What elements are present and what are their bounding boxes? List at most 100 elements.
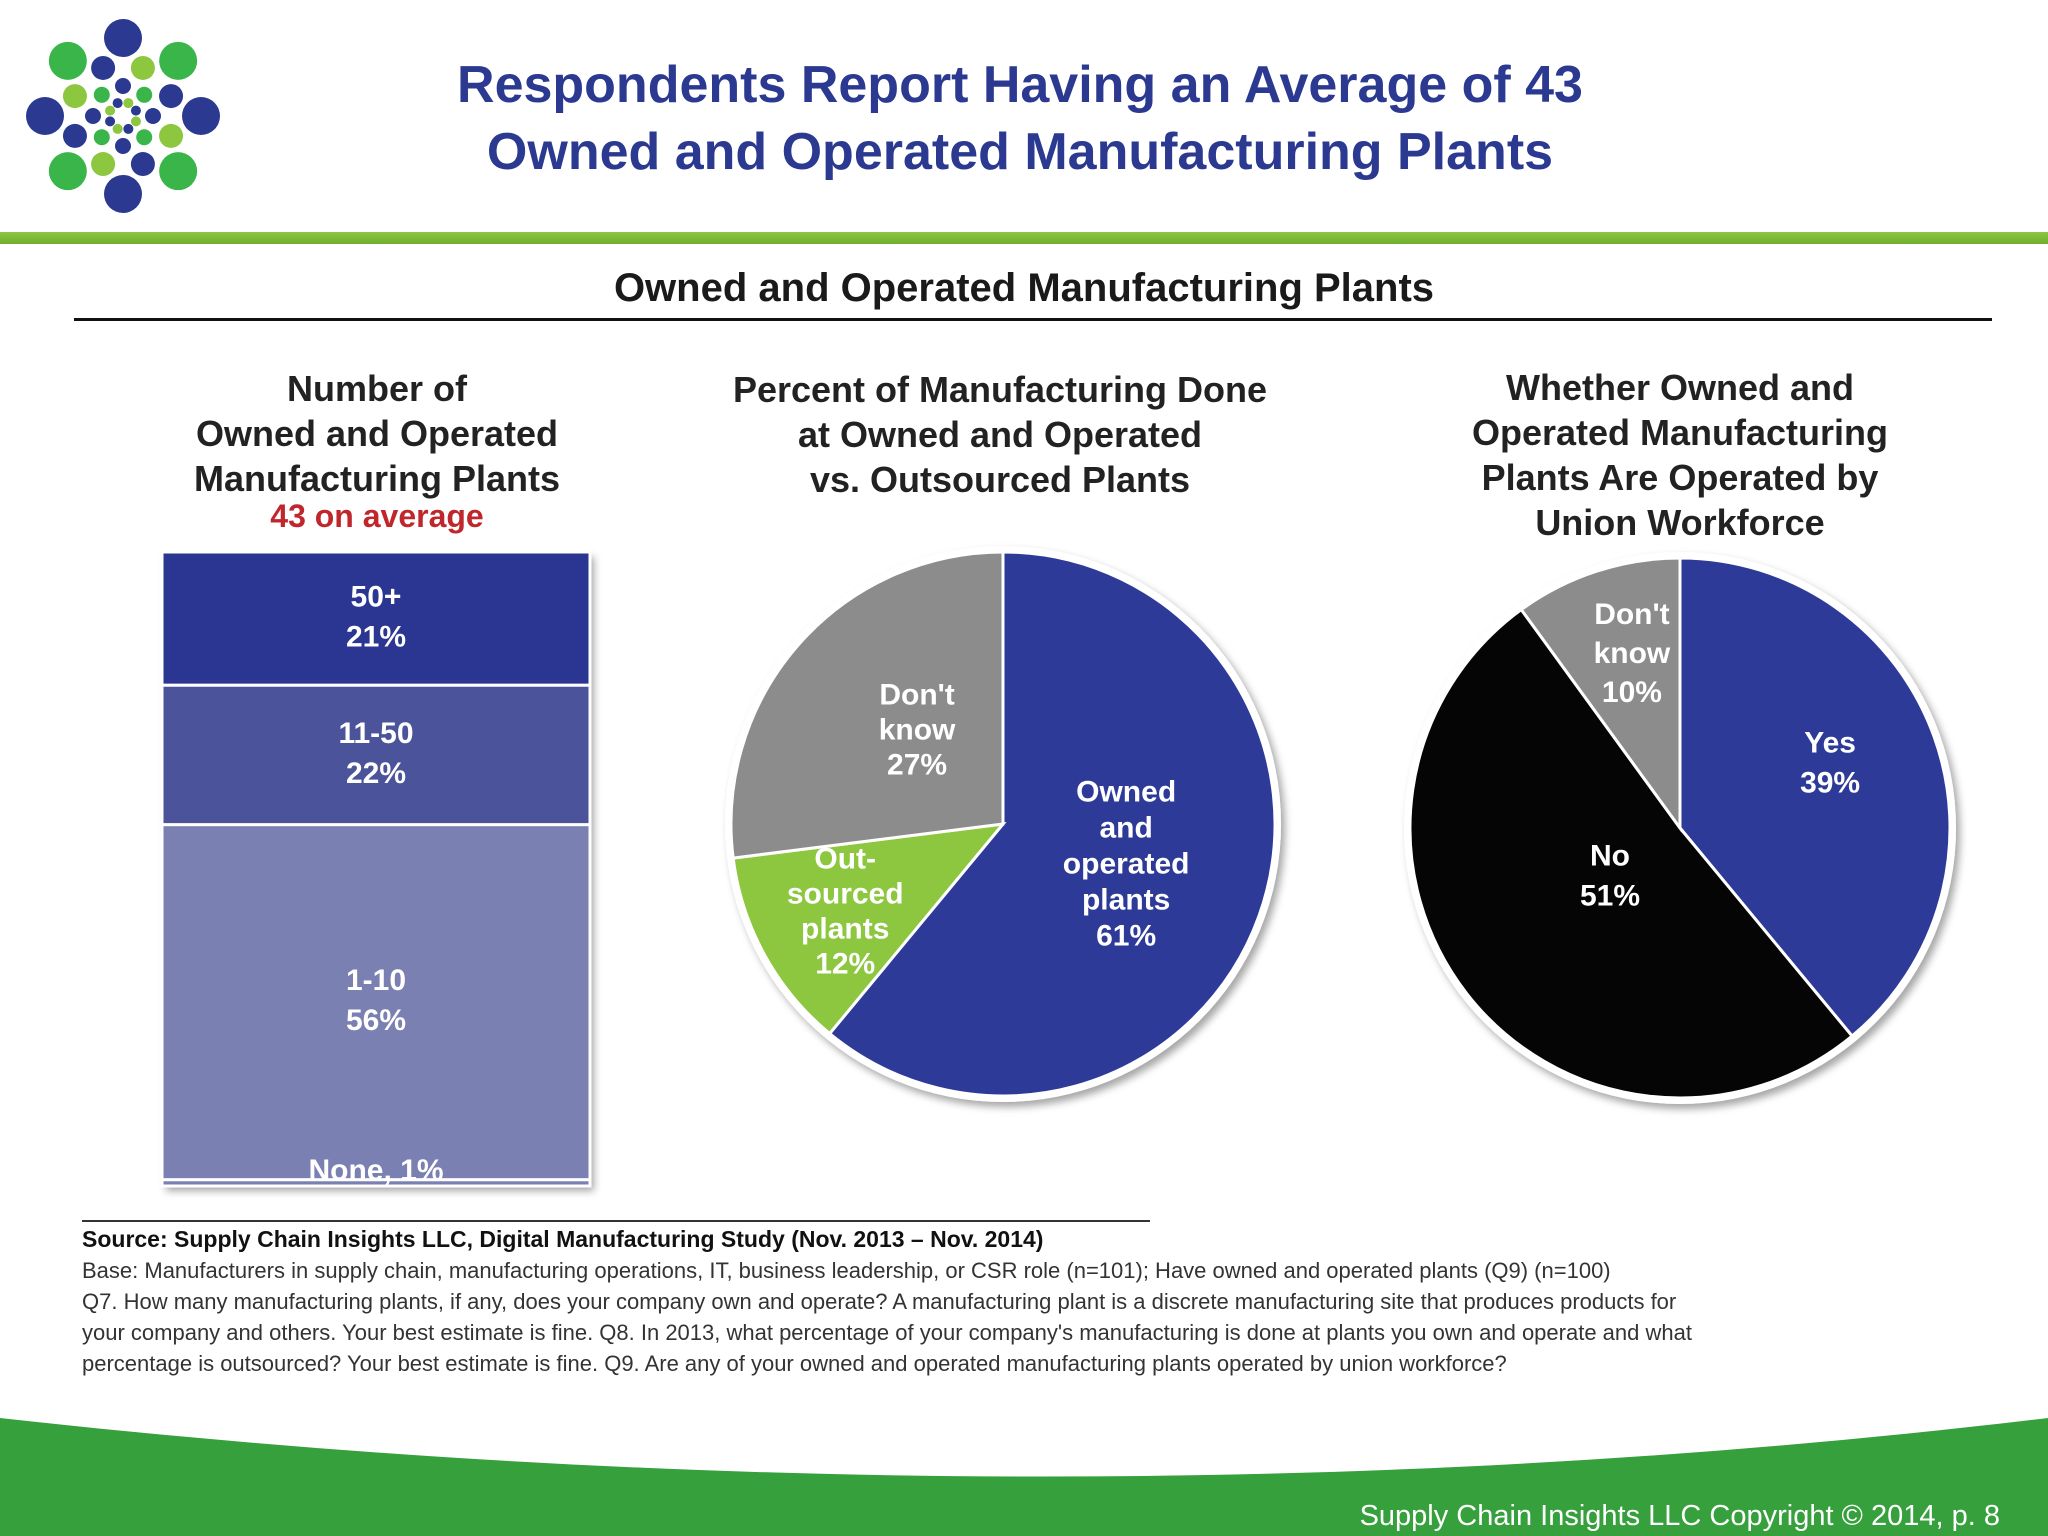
stacked-bar-chart: 1-10 56% 11-50 22% 50+ 21% None, 1% xyxy=(160,550,592,1188)
stacked-bar-title-line: Manufacturing Plants xyxy=(193,458,561,499)
logo-dot xyxy=(48,152,87,191)
logo-dot xyxy=(85,108,101,124)
source-line: Source: Supply Chain Insights LLC, Digit… xyxy=(82,1226,1044,1252)
pie-slice-label: Owned xyxy=(1076,775,1176,808)
source-divider xyxy=(82,1220,1150,1222)
outsourcing-pie-title-line: at Owned and Operated xyxy=(797,414,1203,455)
logo-dot xyxy=(104,19,142,57)
union-pie-title-line: Union Workforce xyxy=(1535,502,1825,543)
pie-slice-label: Out- xyxy=(814,843,876,876)
stacked-bar-title-line: Owned and Operated xyxy=(195,413,559,454)
logo-dot xyxy=(123,98,134,109)
pie-slice-label: sourced xyxy=(787,878,904,911)
logo-dot xyxy=(182,97,220,135)
outsourcing-pie-title: Percent of Manufacturing Done at Owned a… xyxy=(680,367,1320,502)
pie-slice-label: 12% xyxy=(815,948,875,981)
logo-dot xyxy=(130,105,141,116)
bar-segment-50+ xyxy=(160,550,592,687)
footer-band xyxy=(0,1418,2048,1536)
logo-dot xyxy=(26,97,64,135)
pie-slice xyxy=(827,550,1277,1098)
logo-dot xyxy=(91,55,116,80)
pie-slice-label: 27% xyxy=(887,749,947,782)
bar-segment-1-10 xyxy=(160,823,592,1182)
stacked-bar-title-line: Number of xyxy=(287,368,467,409)
bar-segment-label: 11-50 xyxy=(338,717,413,750)
slide-title-line-1: Respondents Report Having an Average of … xyxy=(457,56,1583,114)
average-note: 43 on average xyxy=(270,498,484,534)
logo-dot xyxy=(93,129,110,146)
outsourcing-pie-chart: Ownedandoperatedplants61%Out-sourcedplan… xyxy=(725,546,1281,1102)
logo-dot xyxy=(136,86,153,103)
logo-dot xyxy=(115,138,131,154)
logo-dot xyxy=(91,152,116,177)
stacked-bar-title: Number of Owned and Operated Manufacturi… xyxy=(154,366,600,501)
slide-title-line-2: Owned and Operated Manufacturing Plants xyxy=(486,123,1554,181)
pie-slice-label: Don't xyxy=(879,679,954,712)
question-line: Q7. How many manufacturing plants, if an… xyxy=(82,1289,1677,1314)
logo-dot xyxy=(123,123,134,134)
pie-slice-label: plants xyxy=(801,913,889,946)
union-pie-title-line: Whether Owned and xyxy=(1505,367,1854,408)
copyright-text: Supply Chain Insights LLC Copyright © 20… xyxy=(1359,1500,2000,1532)
logo-dot xyxy=(105,105,116,116)
logo-dot xyxy=(130,55,155,80)
pie-slice xyxy=(729,550,1005,860)
pie-slice xyxy=(1408,607,1855,1100)
question-line: percentage is outsourced? Your best esti… xyxy=(82,1351,1507,1376)
pie-slice-label: 51% xyxy=(1580,880,1640,913)
bar-segment-label: 22% xyxy=(346,757,406,790)
pie-slice-label: plants xyxy=(1082,883,1170,916)
bar-segment-label-none: None, 1% xyxy=(308,1154,443,1187)
bar-segment-11-50 xyxy=(160,683,592,827)
pie-slice-label: Yes xyxy=(1804,726,1856,759)
bar-segment-label: 21% xyxy=(346,620,406,653)
outsourcing-pie-title-line: Percent of Manufacturing Done xyxy=(732,369,1268,410)
union-pie-title: Whether Owned and Operated Manufacturing… xyxy=(1400,365,1960,545)
outsourcing-pie-title-line: vs. Outsourced Plants xyxy=(809,459,1191,500)
logo-dot xyxy=(159,152,198,191)
company-logo-icon xyxy=(26,19,220,213)
logo-dot xyxy=(93,86,110,103)
pie-slice xyxy=(731,822,1007,1036)
logo-dot xyxy=(48,41,87,80)
header-divider xyxy=(0,232,2048,244)
source-notes: Source: Supply Chain Insights LLC, Digit… xyxy=(82,1224,2012,1379)
pie-slice-label: Don't xyxy=(1594,598,1669,631)
logo-dot xyxy=(62,84,87,109)
logo-dot xyxy=(159,41,198,80)
bar-segment-label: 50+ xyxy=(351,580,402,613)
union-pie-title-line: Operated Manufacturing xyxy=(1471,412,1889,453)
logo-dot xyxy=(130,152,155,177)
panel-title: Owned and Operated Manufacturing Plants xyxy=(613,266,1435,310)
pie-slice xyxy=(1519,556,1682,833)
logo-dot xyxy=(112,123,123,134)
pie-slice-label: know xyxy=(1594,637,1671,670)
bar-segment-label: 56% xyxy=(346,1004,406,1037)
pie-slice-label: 61% xyxy=(1096,919,1156,952)
pie-slice xyxy=(1678,556,1952,1039)
logo-dot xyxy=(136,129,153,146)
pie-slice-label: No xyxy=(1590,840,1630,873)
logo-dot xyxy=(159,123,184,148)
logo-dot xyxy=(105,116,116,127)
logo-dot xyxy=(115,78,131,94)
logo-dot xyxy=(130,116,141,127)
question-line: your company and others. Your best estim… xyxy=(82,1320,1692,1345)
union-pie-title-line: Plants Are Operated by xyxy=(1481,457,1879,498)
logo-dot xyxy=(112,98,123,109)
logo-dot xyxy=(62,123,87,148)
logo-dot xyxy=(159,84,184,109)
pie-slice-label: know xyxy=(879,714,956,747)
union-pie-chart: Yes 39% No 51% Don't know 10% xyxy=(1404,552,1956,1104)
bar-segment-label: 1-10 xyxy=(346,964,406,997)
pie-slice-label: 39% xyxy=(1800,766,1860,799)
slide-title: Respondents Report Having an Average of … xyxy=(360,52,1680,186)
pie-slice-label: and xyxy=(1099,811,1152,844)
base-line: Base: Manufacturers in supply chain, man… xyxy=(82,1258,1611,1283)
pie-slice-label: 10% xyxy=(1602,676,1662,709)
logo-dot xyxy=(104,175,142,213)
panel-divider xyxy=(74,318,1992,321)
pie-slice-label: operated xyxy=(1063,847,1190,880)
